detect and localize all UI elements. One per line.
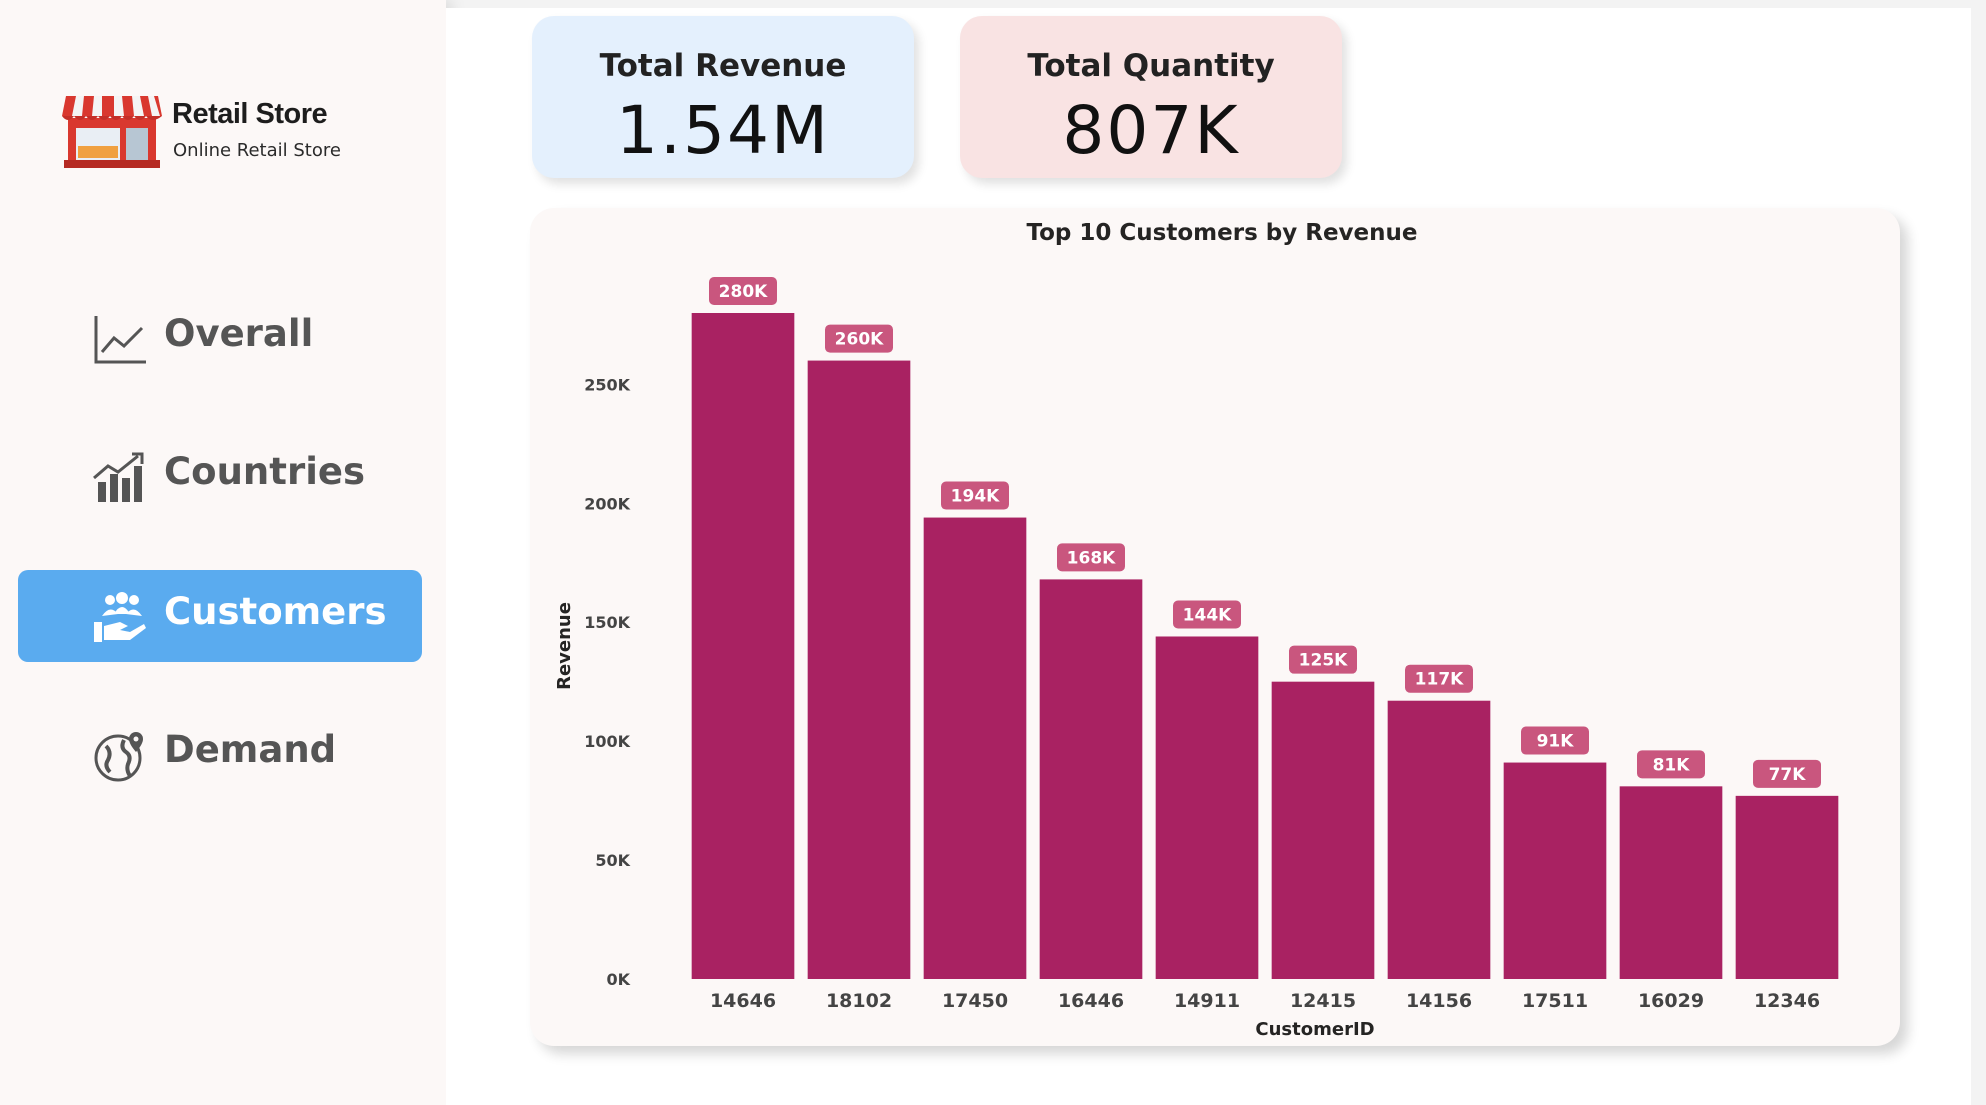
brand-logo: Retail Store Online Retail Store: [62, 94, 362, 174]
brand-tagline: Online Retail Store: [173, 140, 341, 161]
data-label: 194K: [951, 487, 1000, 507]
customers-hand-icon: [94, 592, 146, 642]
data-label-bg: [1753, 759, 1821, 788]
data-label: 77K: [1769, 765, 1807, 785]
nav-label-customers: Customers: [164, 590, 387, 633]
data-label-bg: [1637, 750, 1705, 779]
kpi-value: 1.54M: [616, 92, 830, 169]
x-tick-label: 16446: [1058, 990, 1124, 1012]
x-tick-label: 18102: [826, 990, 892, 1012]
kpi-value: 807K: [1062, 92, 1240, 169]
kpi-title: Total Revenue: [599, 48, 847, 84]
x-tick-label: 12346: [1754, 990, 1820, 1012]
data-label-bg: [825, 324, 893, 353]
data-label-bg: [709, 277, 777, 305]
kpi-card-total-revenue: Total Revenue 1.54M: [532, 16, 914, 178]
nav-label-overall: Overall: [164, 312, 314, 355]
bar-growth-icon: [93, 452, 144, 502]
data-label-bg: [1405, 664, 1473, 693]
data-label-bg: [1289, 645, 1357, 674]
data-label-bg: [1057, 543, 1125, 572]
brand-name: Retail Store: [172, 98, 328, 130]
globe-pin-icon: [94, 732, 143, 782]
bar-14646: [691, 313, 795, 979]
nav-item-overall[interactable]: Overall: [18, 292, 422, 384]
line-chart-icon: [94, 316, 146, 364]
nav-label-countries: Countries: [164, 450, 365, 493]
data-label: 260K: [835, 330, 884, 350]
x-tick-label: 17450: [942, 990, 1008, 1012]
x-tick-label: 12415: [1290, 990, 1356, 1012]
data-label: 144K: [1183, 605, 1232, 625]
x-tick-label: 17511: [1522, 990, 1588, 1012]
nav-label-demand: Demand: [164, 728, 337, 771]
x-axis-label: CustomerID: [1255, 1019, 1374, 1040]
chart-card: Top 10 Customers by Revenue Revenue 0K 50K 1…: [530, 208, 1900, 1046]
x-tick-label: 14156: [1406, 990, 1472, 1012]
bar-14156: [1387, 700, 1491, 979]
data-label-bg: [941, 481, 1009, 510]
y-tick-label: 50K: [595, 851, 630, 870]
bar-chart: Top 10 Customers by Revenue Revenue 0K 50K 1…: [554, 220, 1839, 1040]
kpi-card-total-quantity: Total Quantity 807K: [960, 16, 1342, 178]
y-axis-label: Revenue: [554, 602, 575, 690]
y-tick-label: 0K: [606, 970, 630, 989]
bar-16029: [1619, 786, 1723, 979]
nav-item-customers[interactable]: Customers: [18, 570, 422, 662]
y-tick-label: 150K: [584, 613, 630, 632]
data-label: 168K: [1067, 548, 1116, 568]
data-label: 91K: [1537, 732, 1575, 752]
bar-17450: [923, 517, 1027, 979]
bar-14911: [1155, 636, 1259, 979]
x-tick-label: 14646: [710, 990, 776, 1012]
nav-item-countries[interactable]: Countries: [18, 430, 422, 522]
data-label: 81K: [1653, 755, 1691, 775]
x-tick-label: 16029: [1638, 990, 1704, 1012]
y-tick-label: 100K: [584, 732, 630, 751]
storefront-icon: [62, 96, 162, 168]
y-tick-label: 250K: [584, 375, 630, 394]
kpi-title: Total Quantity: [1027, 48, 1275, 84]
bar-12346: [1735, 795, 1839, 979]
y-tick-label: 200K: [584, 494, 630, 513]
data-label-bg: [1173, 600, 1241, 629]
data-label-bg: [1521, 726, 1589, 755]
nav-item-demand[interactable]: Demand: [18, 708, 422, 800]
sidebar: Retail Store Online Retail Store Overall…: [0, 0, 446, 1105]
bar-18102: [807, 360, 911, 979]
bar-17511: [1503, 762, 1607, 979]
chart-title: Top 10 Customers by Revenue: [1027, 220, 1418, 246]
data-label: 117K: [1415, 670, 1464, 690]
data-label: 280K: [719, 282, 768, 302]
bar-16446: [1039, 579, 1143, 979]
data-label: 125K: [1299, 651, 1348, 671]
x-tick-label: 14911: [1174, 990, 1240, 1012]
bar-12415: [1271, 681, 1375, 979]
